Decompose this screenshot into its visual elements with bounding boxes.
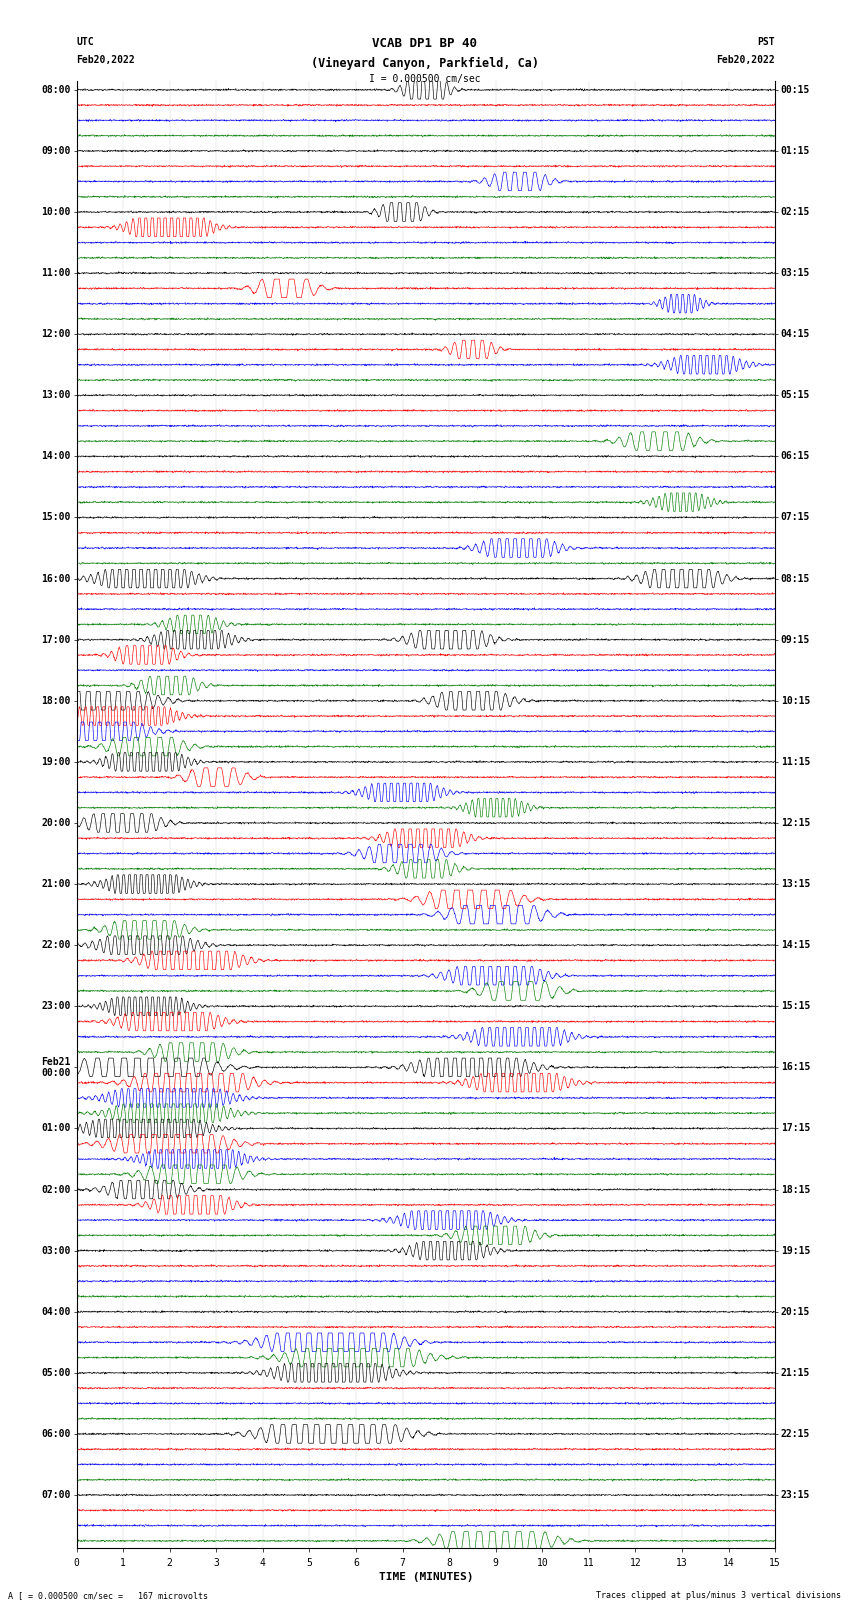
Text: A [ = 0.000500 cm/sec =   167 microvolts: A [ = 0.000500 cm/sec = 167 microvolts xyxy=(8,1590,208,1600)
Text: Feb20,2022: Feb20,2022 xyxy=(76,55,135,65)
Text: I = 0.000500 cm/sec: I = 0.000500 cm/sec xyxy=(369,74,481,84)
Text: Feb20,2022: Feb20,2022 xyxy=(717,55,775,65)
X-axis label: TIME (MINUTES): TIME (MINUTES) xyxy=(378,1571,473,1582)
Text: UTC: UTC xyxy=(76,37,94,47)
Text: Traces clipped at plus/minus 3 vertical divisions: Traces clipped at plus/minus 3 vertical … xyxy=(597,1590,842,1600)
Text: PST: PST xyxy=(757,37,775,47)
Text: VCAB DP1 BP 40: VCAB DP1 BP 40 xyxy=(372,37,478,50)
Text: (Vineyard Canyon, Parkfield, Ca): (Vineyard Canyon, Parkfield, Ca) xyxy=(311,56,539,69)
